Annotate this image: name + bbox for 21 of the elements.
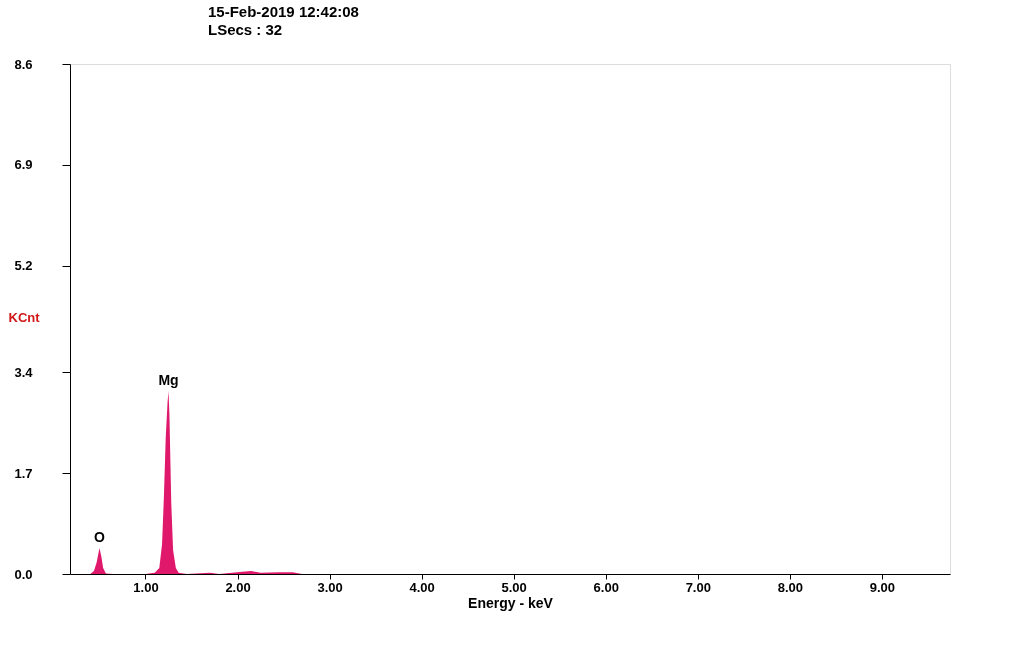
y-tick-label: 6.9 [14,157,33,173]
x-tick-label: 1.00 [133,579,159,595]
chart-subtitle: LSecs : 32 [208,21,283,38]
y-tick-label: 1.7 [14,465,33,481]
x-tick-label: 2.00 [225,579,251,595]
x-tick-label: 3.00 [317,579,343,595]
y-tick-label: 5.2 [14,258,33,274]
x-tick-label: 7.00 [685,579,711,595]
y-tick-label: 0.0 [14,566,33,582]
y-axis-title: KCnt [8,309,41,325]
x-tick-label: 6.00 [593,579,619,595]
annotation: O [94,528,106,545]
x-tick-label: 5.00 [501,579,527,595]
x-tick-label: 8.00 [777,579,803,595]
y-tick-label: 3.4 [14,364,34,380]
chart-title: 15-Feb-2019 12:42:08 [208,3,359,20]
x-tick-label: 9.00 [869,579,896,595]
x-tick-label: 4.00 [409,579,435,595]
y-tick-label: 8.6 [14,56,33,72]
annotation: Mg [158,372,179,389]
x-axis-title: Energy - keV [468,594,554,611]
